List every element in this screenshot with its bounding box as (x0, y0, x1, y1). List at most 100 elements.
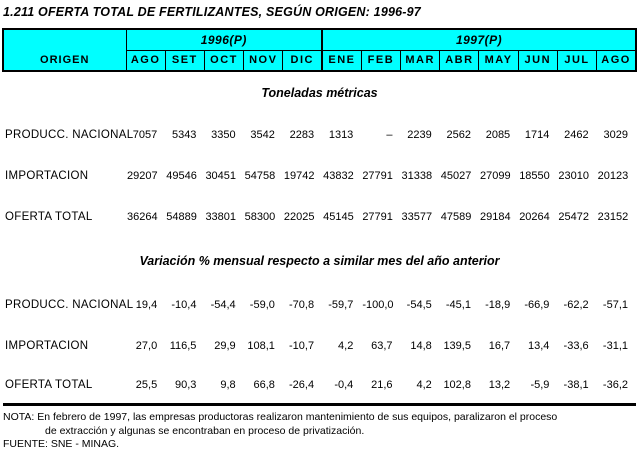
year-1996-header: 1996(P) (125, 28, 323, 51)
value-cell: – (386, 128, 393, 141)
value-cell: 20123 (597, 169, 629, 182)
value-cell: 30451 (205, 169, 237, 182)
section-title-variation: Variación % mensual respecto a similar m… (139, 253, 500, 268)
month-header-oct: OCT (203, 49, 245, 72)
source-line: FUENTE: SNE - MINAG. (3, 438, 120, 450)
value-cell: 90,3 (165, 366, 205, 406)
section-header-row: Toneladas métricas (3, 71, 636, 114)
origin-header-cell: ORIGEN (2, 28, 127, 72)
value-cell: 25,5 (126, 366, 166, 406)
value-cell: 63,7 (371, 339, 393, 352)
value-cell: 58300 (244, 210, 276, 223)
value-cell: 33801 (205, 210, 237, 223)
value-cell: 20264 (519, 210, 550, 223)
value-cell: -26,4 (282, 366, 323, 406)
note-line-2: de extracción y algunas se encontraban e… (45, 424, 365, 437)
page-title: 1.211 OFERTA TOTAL DE FERTILIZANTES, SEG… (3, 5, 421, 19)
month-header-ago-1997: AGO (596, 49, 638, 72)
section-header-row: Variación % mensual respecto a similar m… (3, 237, 636, 284)
value-cell: -54,4 (210, 298, 236, 311)
value-cell: 27099 (479, 169, 511, 182)
value-cell: 23010 (558, 169, 589, 182)
value-cell: 31338 (401, 169, 433, 182)
value-cell: 3542 (250, 128, 275, 141)
value-cell: -70,8 (289, 298, 315, 311)
value-cell: 2562 (446, 128, 471, 141)
value-cell: 139,5 (443, 339, 471, 352)
table-row-producc-nacional-var: PRODUCC. NACIONAL 19,4 -10,4 -54,4 -59,0… (3, 284, 636, 325)
footer-notes: NOTA: En febrero de 1997, las empresas p… (3, 411, 639, 452)
value-cell: 49546 (166, 169, 197, 182)
table-row-oferta-total-var: OFERTA TOTAL 25,5 90,3 9,8 66,8 -26,4 -0… (3, 366, 636, 406)
value-cell: 5343 (171, 128, 197, 141)
month-header-jun: JUN (517, 49, 558, 72)
month-header-dic: DIC (282, 49, 323, 72)
value-cell: 3029 (603, 128, 628, 141)
value-cell: 33577 (401, 210, 433, 223)
value-cell: 16,7 (488, 339, 511, 352)
month-header-abr: ABR (439, 49, 480, 72)
value-cell: 18550 (519, 169, 550, 182)
value-cell: 4,2 (400, 366, 440, 406)
month-header-feb: FEB (360, 49, 402, 72)
month-header-jul: JUL (556, 49, 598, 72)
value-cell: -59,7 (328, 298, 354, 311)
table-body: Toneladas métricas PRODUCC. NACIONAL 705… (3, 71, 636, 406)
row-label: IMPORTACION (5, 169, 89, 182)
value-cell: -66,9 (524, 298, 550, 311)
value-cell: 29207 (127, 169, 158, 182)
value-cell: -18,9 (485, 298, 511, 311)
value-cell: -10,7 (289, 339, 315, 352)
value-cell: -45,1 (445, 298, 471, 311)
value-cell: 1313 (328, 128, 354, 141)
value-cell: 13,2 (478, 366, 519, 406)
year-1997-header: 1997(P) (321, 28, 637, 51)
fertilizer-supply-table: ORIGEN 1996(P) 1997(P) AGO SET OCT NOV D… (2, 28, 638, 406)
value-cell: 2085 (485, 128, 511, 141)
value-cell: 108,1 (247, 339, 275, 352)
value-cell: 36264 (127, 210, 158, 223)
value-cell: 66,8 (243, 366, 283, 406)
value-cell: 7057 (132, 128, 158, 141)
month-header-set: SET (164, 49, 205, 72)
value-cell: 27791 (362, 210, 393, 223)
value-cell: 2462 (564, 128, 589, 141)
value-cell: -62,2 (563, 298, 589, 311)
month-header-ago-1996: AGO (125, 49, 166, 72)
value-cell: 21,6 (361, 366, 401, 406)
value-cell: -59,0 (249, 298, 275, 311)
value-cell: -54,5 (406, 298, 432, 311)
value-cell: 4,2 (338, 339, 354, 352)
month-header-mar: MAR (400, 49, 441, 72)
value-cell: 29,9 (214, 339, 236, 352)
row-label: PRODUCC. NACIONAL (5, 298, 134, 311)
value-cell: -0,4 (322, 366, 362, 406)
value-cell: 2283 (289, 128, 315, 141)
value-cell: 25472 (558, 210, 589, 223)
table-row-producc-nacional-tm: PRODUCC. NACIONAL 7057 5343 3350 3542 22… (3, 114, 636, 155)
value-cell: -33,6 (563, 339, 589, 352)
value-cell: -36,2 (596, 366, 636, 406)
year-header-row: ORIGEN 1996(P) 1997(P) (2, 28, 637, 72)
value-cell: 13,4 (527, 339, 550, 352)
value-cell: 45027 (440, 169, 472, 182)
value-cell: 45145 (323, 210, 354, 223)
value-cell: -100,0 (362, 298, 394, 311)
note-line-1: NOTA: En febrero de 1997, las empresas p… (3, 411, 558, 423)
value-cell: 19,4 (135, 298, 158, 311)
value-cell: 1714 (524, 128, 550, 141)
value-cell: 43832 (323, 169, 354, 182)
value-cell: 47589 (440, 210, 472, 223)
value-cell: 102,8 (439, 366, 479, 406)
value-cell: 54758 (244, 169, 276, 182)
value-cell: 9,8 (204, 366, 244, 406)
value-cell: -38,1 (557, 366, 597, 406)
table-row-importacion-tm: IMPORTACION 29207 49546 30451 54758 1974… (3, 155, 636, 196)
section-title-tonnes: Toneladas métricas (261, 86, 378, 100)
value-cell: 23152 (597, 210, 629, 223)
row-label: OFERTA TOTAL (3, 366, 126, 406)
value-cell: -5,9 (518, 366, 558, 406)
month-header-may: MAY (478, 49, 519, 72)
month-header-ene: ENE (321, 49, 362, 72)
row-label: IMPORTACION (5, 339, 89, 352)
